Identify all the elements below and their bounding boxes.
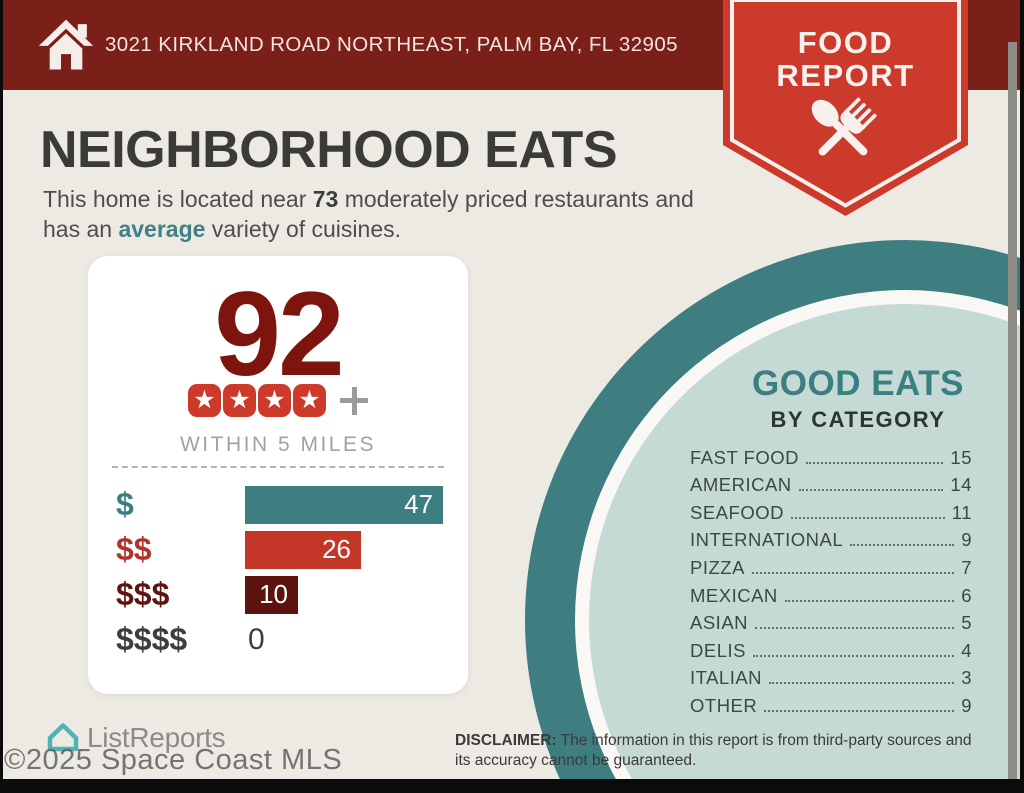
dotted-leader — [798, 489, 944, 492]
star-icon: ★ — [188, 384, 221, 417]
category-row: ASIAN 5 — [690, 607, 972, 635]
food-report-ribbon: FOOD REPORT — [723, 0, 968, 216]
restaurant-count: 73 — [312, 186, 339, 212]
category-count: 7 — [961, 556, 972, 578]
price-level-label: $$ — [116, 531, 152, 567]
listreports-house-icon — [43, 716, 83, 761]
price-level-label: $$$ — [116, 576, 170, 612]
category-count: 5 — [961, 612, 972, 634]
scrollbar-thumb[interactable] — [1008, 42, 1017, 779]
category-count: 9 — [961, 529, 972, 551]
category-label: MEXICAN — [690, 584, 778, 606]
good-eats-subtitle: BY CATEGORY — [770, 407, 946, 432]
food-score: 92 — [214, 267, 344, 401]
ribbon-title: FOOD REPORT — [723, 26, 968, 92]
category-label: PIZZA — [690, 556, 745, 578]
category-label: SEAFOOD — [690, 501, 784, 523]
dotted-leader — [790, 516, 945, 519]
category-count: 14 — [950, 474, 972, 496]
good-eats-heading: GOOD EATS BY CATEGORY — [693, 364, 1020, 433]
star-icon: ★ — [223, 384, 256, 417]
category-label: OTHER — [690, 694, 758, 716]
dashed-divider — [112, 466, 444, 468]
category-row: ITALIAN 3 — [690, 662, 972, 690]
dotted-leader — [806, 461, 944, 464]
price-bar-row: $$ 26 — [88, 527, 468, 572]
price-bar-row: $$$ 10 — [88, 572, 468, 617]
category-row: AMERICAN 14 — [690, 469, 972, 497]
category-row: MEXICAN 6 — [690, 579, 972, 607]
good-eats-title: GOOD EATS — [752, 364, 964, 403]
property-address: 3021 KIRKLAND ROAD NORTHEAST, PALM BAY, … — [105, 33, 678, 56]
category-count: 9 — [961, 694, 972, 716]
dotted-leader — [784, 599, 955, 602]
intro-text: This home is located near 73 moderately … — [43, 184, 733, 244]
listreports-logo-text: ListReports — [87, 722, 226, 753]
price-bar-row: $$$$ 0 — [88, 617, 468, 662]
category-count: 4 — [961, 639, 972, 661]
star-rating: ★ ★ ★ ★ — [88, 384, 468, 417]
price-bar: 10 — [245, 575, 298, 614]
spoon-fork-icon — [793, 92, 897, 179]
plus-icon — [340, 386, 368, 415]
star-icon: ★ — [293, 384, 326, 417]
category-count: 11 — [951, 501, 972, 523]
category-count: 3 — [961, 667, 972, 689]
dotted-leader — [755, 627, 955, 630]
dotted-leader — [751, 571, 955, 574]
intro-line1: This home is located near 73 moderately … — [43, 186, 694, 212]
food-report-page: 3021 KIRKLAND ROAD NORTHEAST, PALM BAY, … — [3, 0, 1020, 779]
disclaimer-text: DISCLAIMER: The information in this repo… — [455, 732, 972, 769]
price-bar: 47 — [245, 485, 443, 524]
category-row: DELIS 4 — [690, 634, 972, 662]
mls-watermark: ©2025 Space Coast MLS — [4, 744, 343, 776]
category-row: SEAFOOD 11 — [690, 496, 972, 524]
ribbon-title-line1: FOOD — [797, 25, 894, 60]
radius-label: WITHIN 5 MILES — [179, 433, 377, 456]
category-label: DELIS — [690, 639, 746, 661]
price-bar-row: $47 — [88, 482, 468, 527]
home-icon — [37, 15, 95, 80]
star-icon: ★ — [258, 384, 291, 417]
dotted-leader — [752, 654, 955, 657]
price-level-label: $$$$ — [116, 621, 188, 657]
category-label: ASIAN — [690, 612, 749, 634]
intro-line2: has an average variety of cuisines. — [43, 216, 402, 242]
price-bar-zero-value: 0 — [248, 622, 265, 656]
ribbon-title-line2: REPORT — [776, 58, 915, 93]
disclaimer-label: DISCLAIMER: — [455, 732, 557, 749]
price-bar-chart: $47 $$ 26 $$$ 10 $$$$ 0 — [88, 482, 468, 662]
category-label: AMERICAN — [690, 474, 792, 496]
score-card: 92 ★ ★ ★ ★ WITHIN 5 MILES $47 $$ 26 $$$ 10 $$$$ 0 — [88, 256, 468, 694]
category-count: 15 — [950, 446, 972, 468]
category-label: INTERNATIONAL — [690, 529, 844, 551]
category-row: OTHER 9 — [690, 689, 972, 717]
price-bar: 26 — [245, 530, 361, 569]
category-label: FAST FOOD — [690, 446, 800, 468]
dotted-leader — [764, 709, 955, 712]
category-count: 6 — [961, 584, 972, 606]
category-row: INTERNATIONAL 9 — [690, 524, 972, 552]
price-level-label: $ — [116, 486, 134, 522]
dotted-leader — [850, 544, 955, 547]
variety-highlight: average — [118, 216, 206, 242]
dotted-leader — [769, 682, 955, 685]
category-label: ITALIAN — [690, 667, 763, 689]
category-row: FAST FOOD 15 — [690, 441, 972, 469]
page-title: NEIGHBORHOOD EATS — [40, 121, 618, 179]
category-row: PIZZA 7 — [690, 551, 972, 579]
bottom-frame-strip — [0, 779, 1024, 793]
category-list: FAST FOOD 15 AMERICAN 14 SEAFOOD 11 INTERNATIO… — [690, 441, 972, 717]
